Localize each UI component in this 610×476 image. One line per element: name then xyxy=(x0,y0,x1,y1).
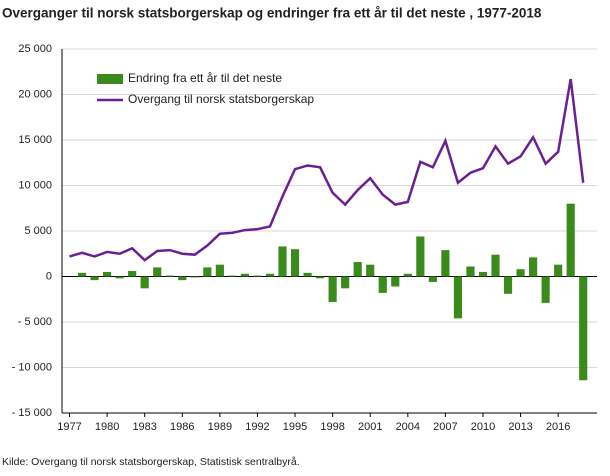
legend-label: Endring fra ett år til det neste xyxy=(128,71,282,85)
bar xyxy=(478,271,488,277)
x-tick-label: 1995 xyxy=(283,421,307,433)
chart-title: Overganger til norsk statsborgerskap og … xyxy=(2,6,542,21)
bar xyxy=(579,276,588,381)
x-tick-label: 1989 xyxy=(208,421,232,433)
y-tick-label: - 5 000 xyxy=(18,316,52,328)
bar xyxy=(253,275,262,277)
bar xyxy=(566,203,575,277)
bar xyxy=(416,236,425,277)
x-tick-label: 1998 xyxy=(320,421,344,433)
bar xyxy=(290,249,300,277)
bar xyxy=(153,267,162,277)
bar xyxy=(240,273,249,277)
y-tick-label: 25 000 xyxy=(18,43,52,55)
bar xyxy=(178,276,187,281)
bar xyxy=(115,276,124,279)
x-tick-label: 2004 xyxy=(396,421,420,433)
y-tick-label: 20 000 xyxy=(18,88,52,100)
bar xyxy=(77,272,87,277)
bar xyxy=(215,264,224,277)
bar xyxy=(466,266,475,277)
bar xyxy=(265,273,275,277)
bar xyxy=(554,264,563,277)
source: Kilde: Overgang til norsk statsborgerska… xyxy=(2,456,300,468)
bar xyxy=(203,267,212,277)
bar xyxy=(453,276,462,319)
bar xyxy=(378,276,387,293)
x-tick-label: 2007 xyxy=(433,421,457,433)
bar xyxy=(341,276,350,289)
bar xyxy=(428,276,437,282)
y-tick-label: - 15 000 xyxy=(12,407,52,419)
bar xyxy=(516,269,525,277)
y-tick-label: 0 xyxy=(46,270,52,282)
bar xyxy=(353,261,362,277)
x-tick-label: 1992 xyxy=(245,421,269,433)
bar xyxy=(491,254,500,277)
bar xyxy=(228,275,237,277)
bar xyxy=(366,264,375,277)
bar xyxy=(165,275,174,277)
x-tick-label: 1980 xyxy=(95,421,119,433)
x-tick-label: 1977 xyxy=(57,421,81,433)
y-tick-label: 15 000 xyxy=(18,134,52,146)
bar xyxy=(529,257,538,277)
bar xyxy=(541,276,550,303)
legend-swatch xyxy=(97,74,123,84)
bar xyxy=(190,276,199,278)
y-tick-label: 5 000 xyxy=(24,225,52,237)
x-tick-label: 2001 xyxy=(358,421,382,433)
y-tick-label: - 10 000 xyxy=(12,361,52,373)
x-tick-label: 1983 xyxy=(132,421,156,433)
bar xyxy=(140,276,149,289)
bar xyxy=(328,276,337,302)
bar xyxy=(441,250,450,277)
bar xyxy=(503,276,513,294)
bar xyxy=(391,276,400,287)
legend-label: Overgang til norsk statsborgerskap xyxy=(128,92,314,106)
line xyxy=(69,78,585,262)
x-tick-label: 2013 xyxy=(508,421,532,433)
bar xyxy=(90,276,99,281)
bar xyxy=(303,272,312,277)
x-tick-label: 2010 xyxy=(471,421,495,433)
x-tick-label: 1986 xyxy=(170,421,194,433)
bar xyxy=(278,246,287,277)
x-tick-label: 2016 xyxy=(546,421,570,433)
bar xyxy=(128,271,137,277)
bar xyxy=(403,273,412,277)
bar xyxy=(316,276,325,279)
bar xyxy=(103,271,112,277)
y-tick-label: 10 000 xyxy=(18,179,52,191)
